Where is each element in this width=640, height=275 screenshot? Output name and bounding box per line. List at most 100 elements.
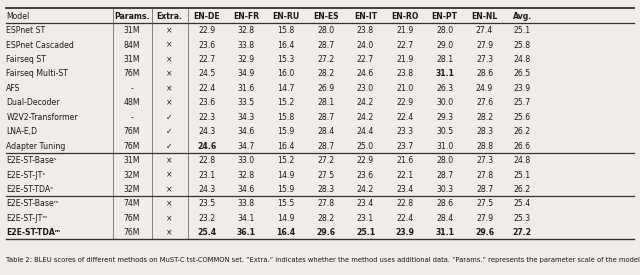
Text: 33.0: 33.0 xyxy=(238,156,255,165)
Text: 22.9: 22.9 xyxy=(198,26,215,35)
Text: 23.1: 23.1 xyxy=(357,214,374,223)
Text: E2E-ST-Baseˢ: E2E-ST-Baseˢ xyxy=(6,156,57,165)
Text: 14.7: 14.7 xyxy=(277,84,295,93)
Text: 34.9: 34.9 xyxy=(238,70,255,78)
Text: 31.1: 31.1 xyxy=(435,228,454,237)
Text: 74M: 74M xyxy=(124,199,140,208)
Text: 22.7: 22.7 xyxy=(198,55,215,64)
Text: 21.0: 21.0 xyxy=(397,84,413,93)
Text: 24.9: 24.9 xyxy=(476,84,493,93)
Text: 31M: 31M xyxy=(124,156,140,165)
Text: Table 2: BLEU scores of different methods on MuST-C tst-COMMON set. “Extra.” ind: Table 2: BLEU scores of different method… xyxy=(6,257,640,263)
Text: Avg.: Avg. xyxy=(513,12,532,21)
Text: 27.4: 27.4 xyxy=(476,26,493,35)
Text: 22.9: 22.9 xyxy=(397,98,413,107)
Text: 23.7: 23.7 xyxy=(397,142,413,151)
Text: 26.2: 26.2 xyxy=(514,185,531,194)
Text: 29.0: 29.0 xyxy=(436,41,453,50)
Text: 76M: 76M xyxy=(124,228,140,237)
Text: EN-IT: EN-IT xyxy=(354,12,377,21)
Text: 27.3: 27.3 xyxy=(476,156,493,165)
Text: 24.4: 24.4 xyxy=(356,127,374,136)
Text: E2E-ST-Baseᵐ: E2E-ST-Baseᵐ xyxy=(6,199,59,208)
Text: ✓: ✓ xyxy=(166,142,173,151)
Text: -: - xyxy=(131,84,133,93)
Text: ×: × xyxy=(166,214,173,223)
Text: 76M: 76M xyxy=(124,142,140,151)
Text: 15.5: 15.5 xyxy=(278,199,294,208)
Text: 27.9: 27.9 xyxy=(476,41,493,50)
Text: 27.2: 27.2 xyxy=(317,156,334,165)
Text: 28.7: 28.7 xyxy=(436,170,453,180)
Text: 23.6: 23.6 xyxy=(198,41,215,50)
Text: 26.5: 26.5 xyxy=(514,70,531,78)
Text: 23.9: 23.9 xyxy=(396,228,415,237)
Text: 28.1: 28.1 xyxy=(317,98,334,107)
Text: 25.4: 25.4 xyxy=(514,199,531,208)
Text: 76M: 76M xyxy=(124,127,140,136)
Text: 26.9: 26.9 xyxy=(317,84,334,93)
Text: 14.9: 14.9 xyxy=(277,214,295,223)
Text: 27.3: 27.3 xyxy=(476,55,493,64)
Text: 23.5: 23.5 xyxy=(198,199,215,208)
Text: 25.6: 25.6 xyxy=(514,113,531,122)
Text: 23.6: 23.6 xyxy=(357,170,374,180)
Text: 27.9: 27.9 xyxy=(476,214,493,223)
Text: 29.3: 29.3 xyxy=(436,113,453,122)
Text: 25.7: 25.7 xyxy=(514,98,531,107)
Text: Fairseq ST: Fairseq ST xyxy=(6,55,46,64)
Text: 28.3: 28.3 xyxy=(476,127,493,136)
Text: 24.6: 24.6 xyxy=(357,70,374,78)
Text: 28.4: 28.4 xyxy=(436,214,453,223)
Text: 21.6: 21.6 xyxy=(397,156,413,165)
Text: ×: × xyxy=(166,156,173,165)
Text: 27.5: 27.5 xyxy=(317,170,334,180)
Text: 16.4: 16.4 xyxy=(276,228,296,237)
Text: EN-RU: EN-RU xyxy=(273,12,300,21)
Text: EN-ES: EN-ES xyxy=(313,12,339,21)
Text: 32M: 32M xyxy=(124,170,140,180)
Text: 48M: 48M xyxy=(124,98,140,107)
Text: 23.0: 23.0 xyxy=(357,84,374,93)
Text: 28.0: 28.0 xyxy=(436,26,453,35)
Text: 15.8: 15.8 xyxy=(278,113,294,122)
Text: ESPnet Cascaded: ESPnet Cascaded xyxy=(6,41,74,50)
Text: 28.2: 28.2 xyxy=(476,113,493,122)
Text: 76M: 76M xyxy=(124,214,140,223)
Text: 27.6: 27.6 xyxy=(476,98,493,107)
Text: 28.6: 28.6 xyxy=(476,70,493,78)
Text: 28.4: 28.4 xyxy=(317,127,334,136)
Text: 28.7: 28.7 xyxy=(317,41,334,50)
Text: 22.3: 22.3 xyxy=(198,113,215,122)
Text: 28.8: 28.8 xyxy=(476,142,493,151)
Text: 22.4: 22.4 xyxy=(397,113,413,122)
Text: 15.2: 15.2 xyxy=(278,98,294,107)
Text: 23.4: 23.4 xyxy=(397,185,413,194)
Text: 22.8: 22.8 xyxy=(397,199,413,208)
Text: Model: Model xyxy=(6,12,29,21)
Text: 24.6: 24.6 xyxy=(197,142,216,151)
Text: 33.8: 33.8 xyxy=(238,199,255,208)
Text: 34.1: 34.1 xyxy=(237,214,255,223)
Text: 30.5: 30.5 xyxy=(436,127,453,136)
Text: E2E-ST-JTᵐ: E2E-ST-JTᵐ xyxy=(6,214,48,223)
Text: Extra.: Extra. xyxy=(156,12,182,21)
Text: 31.0: 31.0 xyxy=(436,142,453,151)
Text: W2V2-Transformer: W2V2-Transformer xyxy=(6,113,78,122)
Text: 32.9: 32.9 xyxy=(238,55,255,64)
Text: 30.3: 30.3 xyxy=(436,185,453,194)
Text: ×: × xyxy=(166,55,173,64)
Text: 28.0: 28.0 xyxy=(317,26,334,35)
Text: 32M: 32M xyxy=(124,185,140,194)
Text: EN-NL: EN-NL xyxy=(471,12,498,21)
Text: 24.3: 24.3 xyxy=(198,185,215,194)
Text: E2E-ST-TDAᵐ: E2E-ST-TDAᵐ xyxy=(6,228,60,237)
Text: 25.1: 25.1 xyxy=(514,170,531,180)
Text: Adapter Tuning: Adapter Tuning xyxy=(6,142,66,151)
Text: ✓: ✓ xyxy=(166,127,173,136)
Text: ESPnet ST: ESPnet ST xyxy=(6,26,45,35)
Text: E2E-ST-TDAˢ: E2E-ST-TDAˢ xyxy=(6,185,53,194)
Text: 25.4: 25.4 xyxy=(197,228,216,237)
Text: 21.9: 21.9 xyxy=(397,26,413,35)
Text: 34.6: 34.6 xyxy=(238,127,255,136)
